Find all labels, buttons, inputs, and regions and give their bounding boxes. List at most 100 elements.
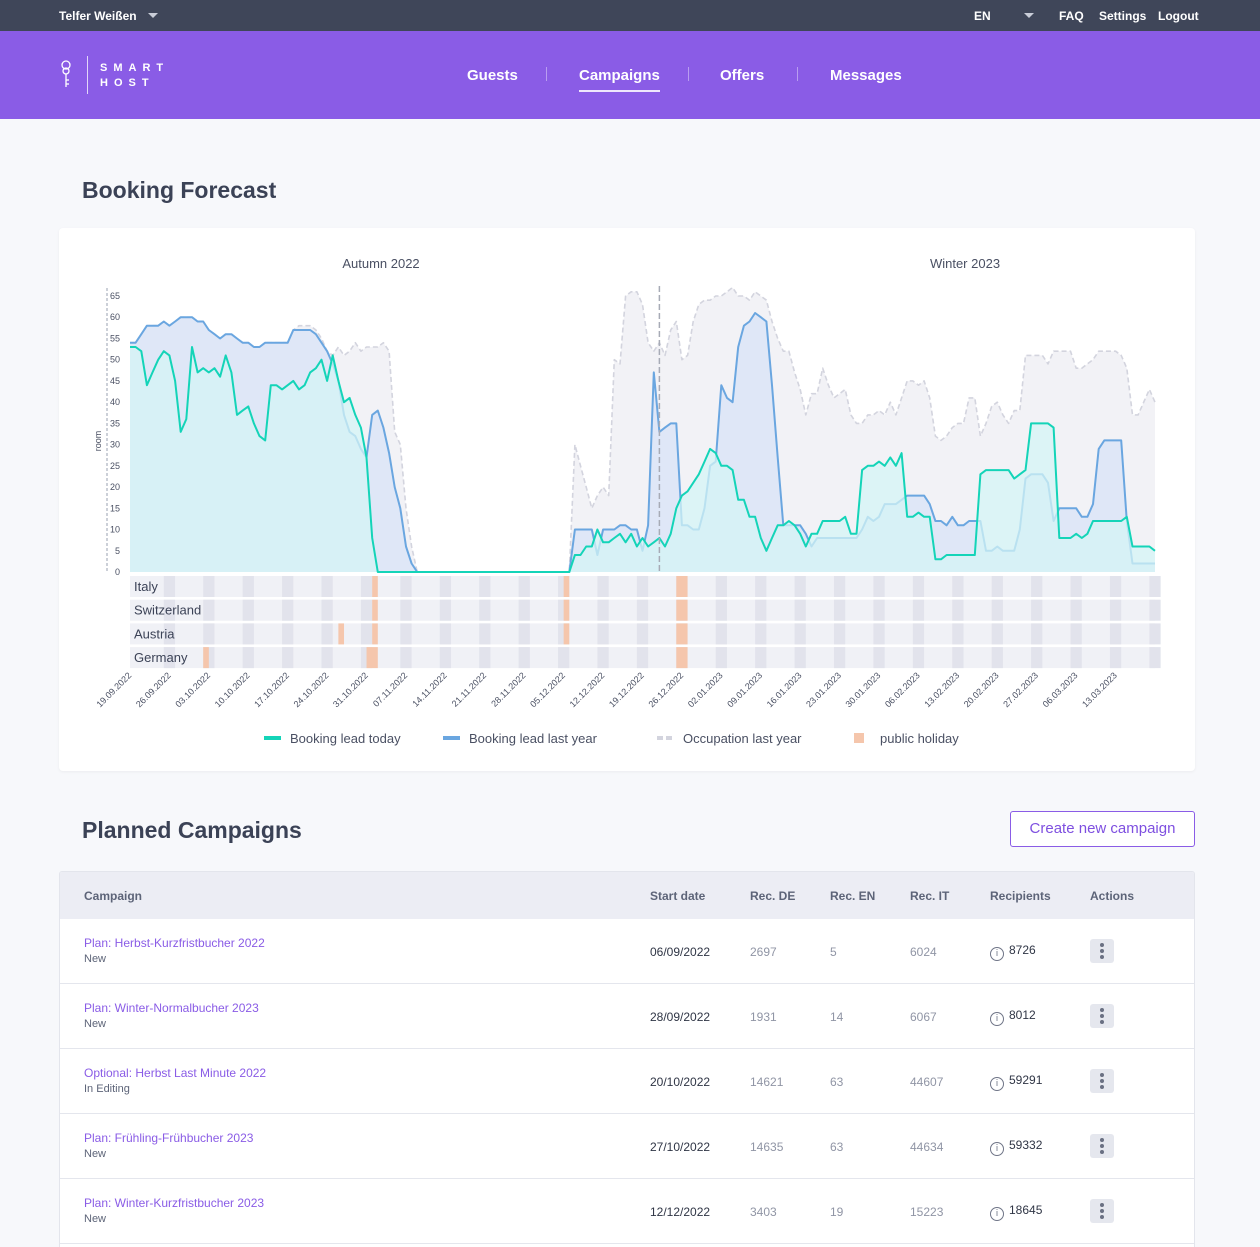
col-start-date[interactable]: Start date xyxy=(650,889,706,903)
rec-de-value: 3403 xyxy=(750,1205,777,1219)
faq-link[interactable]: FAQ xyxy=(1059,9,1084,23)
y-tick-label: 5 xyxy=(115,546,120,556)
col-rec-it[interactable]: Rec. IT xyxy=(910,889,950,903)
weekend-band xyxy=(991,576,1003,597)
col-rec-en[interactable]: Rec. EN xyxy=(830,889,876,903)
forecast-chart: Italy Switzerland Austria Germany 0 5 10 15 20 2… xyxy=(93,256,1161,746)
legend-label: public holiday xyxy=(880,731,959,746)
hotel-selector[interactable]: Telfer Weißen xyxy=(59,9,137,23)
nav-guests[interactable]: Guests xyxy=(467,67,518,84)
logo-divider xyxy=(87,56,88,94)
start-date: 12/12/2022 xyxy=(650,1205,711,1219)
rec-de-value: 14635 xyxy=(750,1140,784,1154)
weekend-band xyxy=(439,599,452,621)
table-row[interactable]: Plan: Herbst-Kurzfristbucher 2022 New 06… xyxy=(60,919,1194,984)
weekend-band xyxy=(282,599,294,621)
weekend-band xyxy=(636,647,649,669)
row-actions-menu-button[interactable] xyxy=(1090,1069,1114,1093)
logout-link[interactable]: Logout xyxy=(1158,9,1199,23)
weekend-band xyxy=(558,647,570,669)
weekend-band xyxy=(952,576,964,597)
chevron-down-icon[interactable] xyxy=(148,13,158,18)
weekend-band xyxy=(479,623,491,645)
table-row[interactable]: Plan: Winter-Kurzfristbucher 2023 New 12… xyxy=(60,1179,1194,1244)
col-rec-de[interactable]: Rec. DE xyxy=(750,889,796,903)
holiday-marker xyxy=(563,623,570,645)
weekend-band xyxy=(912,576,925,597)
campaign-name-link[interactable]: Optional: Herbst Last Minute 2022 xyxy=(84,1066,267,1080)
weekend-band xyxy=(715,623,727,645)
weekend-band xyxy=(242,647,254,669)
info-icon[interactable]: i xyxy=(990,1012,1004,1026)
kebab-dot xyxy=(1100,1085,1104,1089)
kebab-dot xyxy=(1100,949,1104,953)
info-icon[interactable]: i xyxy=(990,1207,1004,1221)
info-icon[interactable]: i xyxy=(990,1142,1004,1156)
language-selector[interactable]: EN xyxy=(974,9,991,23)
weekend-band xyxy=(755,576,767,597)
nav-messages[interactable]: Messages xyxy=(830,67,902,84)
campaign-name-link[interactable]: Plan: Frühling-Frühbucher 2023 xyxy=(84,1131,254,1145)
table-row[interactable]: Optional: Herbst Last Minute 2022 In Edi… xyxy=(60,1049,1194,1114)
row-actions-menu-button[interactable] xyxy=(1090,1134,1114,1158)
info-icon[interactable]: i xyxy=(990,1077,1004,1091)
holiday-marker xyxy=(372,623,378,645)
x-tick-label: 21.11.2022 xyxy=(450,670,488,708)
brand-logo[interactable]: SMART HOST xyxy=(100,61,169,91)
kebab-dot xyxy=(1100,943,1104,947)
campaigns-title: Planned Campaigns xyxy=(82,817,302,843)
weekend-band xyxy=(321,623,333,645)
col-recipients[interactable]: Recipients xyxy=(990,889,1051,903)
table-row[interactable]: Plan: Winter-Normalbucher 2023 New 28/09… xyxy=(60,984,1194,1049)
weekend-band xyxy=(203,623,215,645)
nav-campaigns[interactable]: Campaigns xyxy=(579,67,660,92)
weekend-band xyxy=(952,599,964,621)
campaign-name-link[interactable]: Plan: Herbst-Kurzfristbucher 2022 xyxy=(84,936,265,950)
y-tick-label: 65 xyxy=(110,291,120,301)
weekend-band xyxy=(163,576,176,597)
holiday-marker xyxy=(676,576,688,597)
y-tick-label: 0 xyxy=(115,567,120,577)
holiday-marker xyxy=(676,647,688,669)
weekend-band xyxy=(991,599,1003,621)
weekend-band xyxy=(597,599,609,621)
info-icon[interactable]: i xyxy=(990,947,1004,961)
weekend-band xyxy=(439,623,452,645)
country-label: Italy xyxy=(134,579,158,594)
col-campaign[interactable]: Campaign xyxy=(84,889,143,903)
nav-offers[interactable]: Offers xyxy=(720,67,765,84)
x-tick-label: 06.03.2023 xyxy=(1041,670,1080,709)
row-actions-menu-button[interactable] xyxy=(1090,939,1114,963)
y-tick-label: 45 xyxy=(110,376,120,386)
kebab-dot xyxy=(1100,1073,1104,1077)
x-tick-label: 26.09.2022 xyxy=(134,670,173,709)
weekend-band xyxy=(282,623,294,645)
row-actions-menu-button[interactable] xyxy=(1090,1004,1114,1028)
y-tick-label: 35 xyxy=(110,418,120,428)
weekend-band xyxy=(1109,647,1122,669)
settings-link[interactable]: Settings xyxy=(1099,9,1147,23)
campaign-name-link[interactable]: Plan: Winter-Kurzfristbucher 2023 xyxy=(84,1196,265,1210)
table-row[interactable]: Plan: Frühling-Frühbucher 2023 New 27/10… xyxy=(60,1114,1194,1179)
country-label: Austria xyxy=(134,626,175,641)
weekend-band xyxy=(1149,599,1161,621)
weekend-band xyxy=(755,647,767,669)
chevron-down-icon[interactable] xyxy=(1024,13,1034,18)
campaign-name-link[interactable]: Plan: Winter-Normalbucher 2023 xyxy=(84,1001,259,1015)
brand-line-2: HOST xyxy=(100,77,155,89)
weekend-band xyxy=(912,647,925,669)
rec-de-value: 14621 xyxy=(750,1075,784,1089)
y-tick-label: 15 xyxy=(110,503,120,513)
weekend-band xyxy=(912,623,925,645)
create-campaign-button[interactable]: Create new campaign xyxy=(1010,811,1195,847)
kebab-dot xyxy=(1100,1215,1104,1219)
weekend-band xyxy=(873,576,885,597)
weekend-band xyxy=(715,647,727,669)
weekend-band xyxy=(715,576,727,597)
weekend-band xyxy=(242,576,254,597)
country-label: Switzerland xyxy=(134,603,201,618)
weekend-band xyxy=(912,599,925,621)
recipients-cell: i 8012 xyxy=(990,1008,1036,1026)
row-actions-menu-button[interactable] xyxy=(1090,1199,1114,1223)
weekend-band xyxy=(439,576,452,597)
